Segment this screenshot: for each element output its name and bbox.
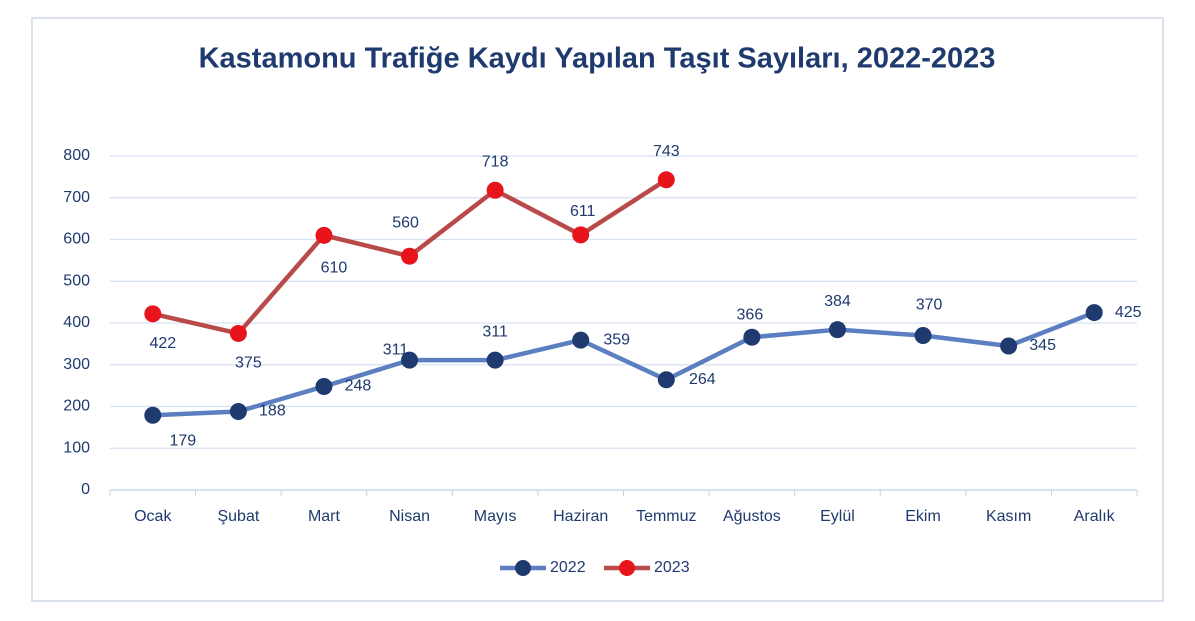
chart-title: Kastamonu Trafiğe Kaydı Yapılan Taşıt Sa… bbox=[199, 43, 996, 75]
x-tick-label: Mart bbox=[308, 508, 341, 525]
y-tick-label: 0 bbox=[81, 481, 90, 498]
data-label: 375 bbox=[235, 355, 262, 372]
x-tick-label: Nisan bbox=[389, 508, 430, 525]
marker bbox=[1000, 337, 1018, 355]
marker bbox=[229, 324, 247, 342]
marker bbox=[315, 226, 333, 244]
data-label: 384 bbox=[824, 293, 851, 310]
y-tick-label: 300 bbox=[63, 356, 90, 373]
data-label: 359 bbox=[603, 331, 630, 348]
x-tick-label: Mayıs bbox=[474, 508, 517, 525]
legend-marker bbox=[619, 560, 635, 576]
data-label: 422 bbox=[149, 335, 176, 352]
x-tick-label: Ekim bbox=[905, 508, 941, 525]
data-label: 610 bbox=[321, 260, 348, 277]
data-label: 560 bbox=[392, 214, 419, 231]
data-label: 311 bbox=[383, 341, 409, 358]
marker bbox=[229, 403, 247, 421]
marker bbox=[315, 377, 333, 395]
marker bbox=[743, 328, 761, 346]
x-tick-label: Kasım bbox=[986, 508, 1031, 525]
marker bbox=[914, 327, 932, 345]
marker bbox=[401, 351, 419, 369]
marker bbox=[657, 371, 675, 389]
x-tick-label: Eylül bbox=[820, 508, 855, 525]
marker bbox=[828, 321, 846, 339]
marker bbox=[401, 247, 419, 265]
y-tick-label: 600 bbox=[63, 231, 90, 248]
data-label: 611 bbox=[570, 203, 596, 220]
x-tick-label: Haziran bbox=[553, 508, 608, 525]
marker bbox=[486, 351, 504, 369]
x-tick-label: Ağustos bbox=[723, 508, 781, 525]
data-label: 370 bbox=[916, 297, 943, 314]
y-tick-label: 500 bbox=[63, 272, 90, 289]
data-label: 366 bbox=[737, 306, 764, 323]
marker bbox=[657, 171, 675, 189]
marker bbox=[486, 181, 504, 199]
y-tick-label: 700 bbox=[63, 189, 90, 206]
legend-marker bbox=[515, 560, 531, 576]
y-tick-label: 200 bbox=[63, 398, 90, 415]
y-tick-label: 100 bbox=[63, 439, 90, 456]
marker bbox=[144, 305, 162, 323]
data-label: 264 bbox=[689, 371, 716, 388]
x-tick-label: Aralık bbox=[1074, 508, 1116, 525]
marker bbox=[1085, 304, 1103, 322]
data-label: 718 bbox=[482, 153, 509, 170]
x-tick-label: Ocak bbox=[134, 508, 172, 525]
series-line bbox=[152, 310, 1096, 418]
y-tick-label: 800 bbox=[63, 147, 90, 164]
legend-label: 2023 bbox=[654, 559, 690, 576]
x-tick-label: Şubat bbox=[217, 508, 259, 525]
marker bbox=[572, 331, 590, 349]
legend-label: 2022 bbox=[550, 559, 586, 576]
data-label: 188 bbox=[259, 403, 286, 420]
data-label: 248 bbox=[345, 378, 372, 395]
x-tick-label: Temmuz bbox=[636, 508, 696, 525]
marker bbox=[144, 406, 162, 424]
data-label: 179 bbox=[169, 432, 196, 449]
chart-frame bbox=[31, 17, 1164, 602]
data-label: 425 bbox=[1115, 304, 1142, 321]
data-label: 311 bbox=[482, 323, 508, 340]
data-label: 743 bbox=[653, 143, 680, 160]
data-label: 345 bbox=[1029, 337, 1056, 354]
y-tick-label: 400 bbox=[63, 314, 90, 331]
marker bbox=[572, 226, 590, 244]
